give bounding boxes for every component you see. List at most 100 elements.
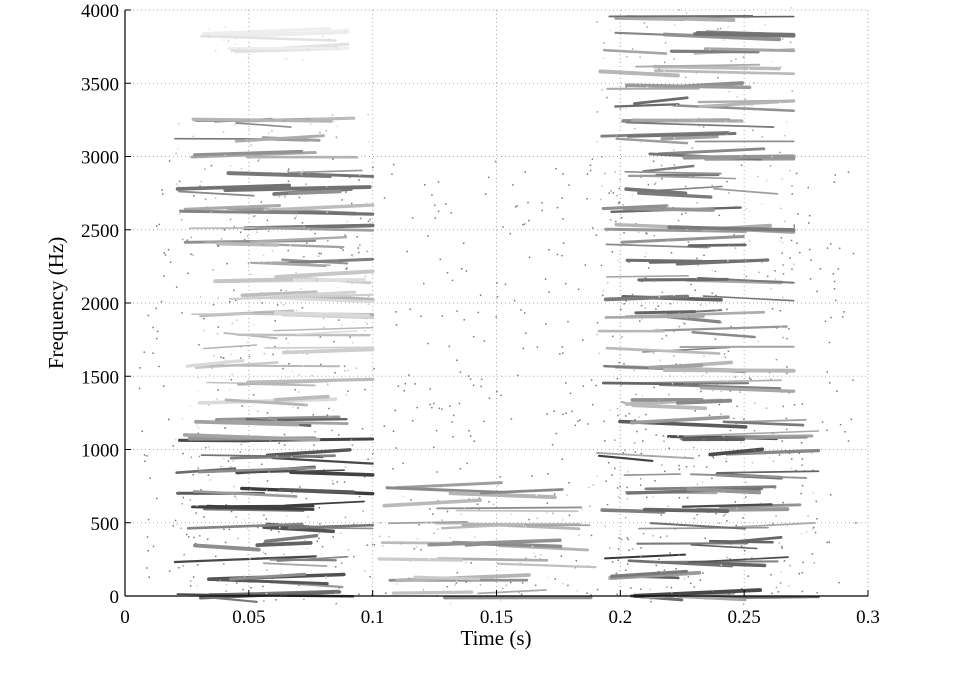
spectrogram-dot <box>303 598 305 601</box>
spectrogram-dot <box>666 240 669 243</box>
spectrogram-dot <box>627 401 629 404</box>
spectrogram-streak <box>200 34 337 42</box>
spectrogram-dot <box>246 235 249 237</box>
spectrogram-dot <box>234 43 237 45</box>
x-tick-labels: 0 0.05 0.1 0.15 0.2 0.25 0.3 <box>120 607 880 628</box>
spectrogram-dot <box>223 229 226 231</box>
spectrogram-dot <box>187 536 190 538</box>
spectrogram-dot <box>353 321 355 323</box>
spectrogram-dot <box>702 374 704 377</box>
spectrogram-dot <box>728 90 731 93</box>
spectrogram-dot <box>663 350 665 352</box>
spectrogram-dot <box>265 518 268 520</box>
spectrogram-dot <box>351 254 353 256</box>
spectrogram-dot <box>161 193 164 195</box>
spectrogram-dot <box>351 202 353 205</box>
spectrogram-streak <box>672 104 795 112</box>
spectrogram-dot <box>785 417 788 420</box>
spectrogram-dot <box>620 308 622 311</box>
spectrogram-dot <box>217 326 220 328</box>
spectrogram-dot <box>654 182 657 185</box>
spectrogram-dot <box>592 484 594 486</box>
spectrogram-streak <box>683 430 820 437</box>
spectrogram-streak <box>689 473 808 479</box>
spectrogram-dot <box>351 298 353 300</box>
spectrogram-dot <box>660 164 663 167</box>
spectrogram-dot <box>512 184 514 186</box>
spectrogram-dot <box>795 469 797 472</box>
spectrogram-dot <box>805 531 808 533</box>
spectrogram-dot <box>604 525 606 528</box>
spectrogram-dot <box>653 280 655 283</box>
spectrogram-dot <box>771 308 774 310</box>
spectrogram-streak <box>278 28 349 36</box>
spectrogram-dot <box>826 371 829 373</box>
spectrogram-streak <box>637 277 729 282</box>
spectrogram-dot <box>341 324 343 326</box>
spectrogram-dot <box>226 262 228 265</box>
spectrogram-dot <box>740 587 743 590</box>
spectrogram-dot <box>641 394 644 397</box>
spectrogram-dot <box>702 126 705 128</box>
spectrogram-dot <box>319 131 321 134</box>
spectrogram-dot <box>164 254 167 256</box>
spectrogram-dot <box>705 304 707 306</box>
spectrogram-dot <box>187 272 189 275</box>
spectrogram-dot <box>326 381 329 384</box>
spectrogram-dot <box>451 421 454 423</box>
spectrogram-streak <box>204 596 258 603</box>
spectrogram-dot <box>316 279 318 281</box>
spectrogram-dot <box>655 328 658 330</box>
spectrogram-dot <box>740 154 743 157</box>
spectrogram-streak <box>608 14 754 18</box>
spectrogram-dot <box>683 372 686 374</box>
spectrogram-dot <box>743 543 746 545</box>
spectrogram-dot <box>601 185 603 187</box>
spectrogram-streak <box>691 330 756 339</box>
spectrogram-dot <box>714 338 717 340</box>
spectrogram-dot <box>645 428 647 431</box>
spectrogram-dot <box>639 320 641 322</box>
spectrogram-dot <box>182 452 184 455</box>
spectrogram-dot <box>718 301 721 303</box>
spectrogram-dot <box>297 391 300 393</box>
spectrogram-dot <box>314 232 316 235</box>
spectrogram-dot <box>673 58 675 60</box>
spectrogram-dot <box>499 599 502 602</box>
spectrogram-dot <box>325 575 327 578</box>
spectrogram-dot <box>694 207 697 209</box>
spectrogram-dot <box>640 452 643 455</box>
spectrogram-dot <box>168 160 171 162</box>
spectrogram-dot <box>657 399 660 402</box>
spectrogram-dot <box>725 457 727 460</box>
spectrogram-dot <box>690 283 692 286</box>
spectrogram-dot <box>364 275 366 278</box>
spectrogram-dot <box>693 446 695 449</box>
spectrogram-streak <box>702 295 795 302</box>
spectrogram-dot <box>669 375 671 377</box>
y-tick-label: 1500 <box>81 367 119 388</box>
spectrogram-dot <box>212 315 214 318</box>
spectrogram-dot <box>729 429 732 432</box>
spectrogram-dot <box>735 205 738 207</box>
spectrogram-dot <box>695 72 698 75</box>
spectrogram-dot <box>351 444 354 446</box>
spectrogram-dot <box>795 172 798 175</box>
spectrogram-dot <box>742 603 745 605</box>
spectrogram-dot <box>452 435 454 438</box>
spectrogram-dot <box>195 512 197 514</box>
spectrogram-dot <box>711 184 713 187</box>
spectrogram-dot <box>548 249 550 251</box>
spectrogram-dot <box>333 340 335 343</box>
spectrogram-dot <box>800 492 803 495</box>
spectrogram-dot <box>362 510 364 513</box>
spectrogram-dot <box>577 420 579 423</box>
spectrogram-dot <box>619 107 622 110</box>
spectrogram-dot <box>536 517 539 520</box>
spectrogram-dot <box>561 346 564 348</box>
spectrogram-dot <box>162 385 165 387</box>
spectrogram-dot <box>246 138 248 141</box>
spectrogram-dot <box>192 135 195 138</box>
spectrogram-dot <box>245 204 247 207</box>
spectrogram-streak <box>642 164 695 173</box>
